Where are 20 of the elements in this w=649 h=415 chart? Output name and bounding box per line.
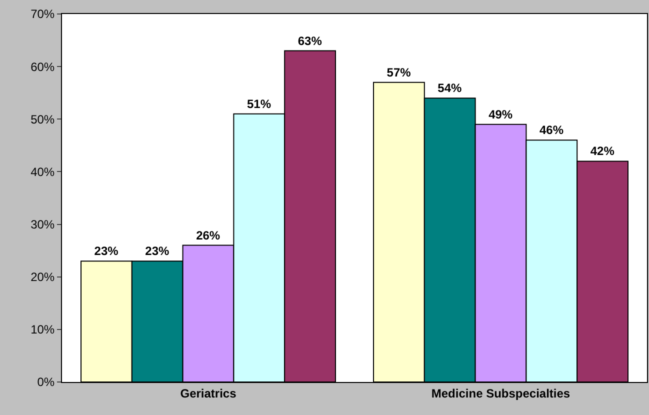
y-tick-label: 30% bbox=[30, 217, 55, 232]
data-label: 49% bbox=[488, 107, 513, 122]
data-label: 51% bbox=[246, 96, 272, 111]
y-tick-label: 50% bbox=[30, 112, 55, 126]
x-tick-label: Geriatrics bbox=[180, 386, 237, 400]
y-tick-label: 10% bbox=[30, 322, 55, 337]
data-label: 46% bbox=[539, 123, 564, 138]
y-tick-label: 60% bbox=[30, 60, 55, 74]
y-tick-label: 70% bbox=[30, 7, 55, 22]
data-label: 63% bbox=[298, 34, 322, 48]
data-label: 54% bbox=[438, 81, 462, 96]
y-tick-label: 0% bbox=[37, 375, 55, 390]
x-tick-label: Medicine Subspecialties bbox=[431, 386, 570, 400]
data-label: 23% bbox=[145, 244, 170, 258]
data-label: 42% bbox=[590, 144, 615, 158]
y-tick-label: 20% bbox=[30, 270, 55, 284]
data-label: 23% bbox=[94, 244, 119, 258]
data-label: 26% bbox=[196, 228, 220, 242]
y-tick-label: 40% bbox=[30, 164, 55, 179]
data-label: 57% bbox=[386, 65, 412, 80]
